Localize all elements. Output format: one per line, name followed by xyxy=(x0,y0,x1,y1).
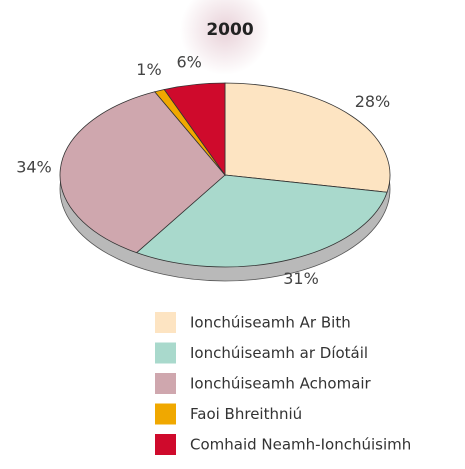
data-label: 34% xyxy=(16,157,52,176)
data-label: 1% xyxy=(136,60,161,79)
legend-swatch xyxy=(155,312,176,333)
data-label: 31% xyxy=(283,269,319,288)
data-label: 6% xyxy=(176,52,201,71)
decoration xyxy=(180,0,270,75)
legend-label: Ionchúiseamh Achomair xyxy=(190,375,372,393)
pie-slice xyxy=(163,82,226,177)
legend-label: Ionchúiseamh Ar Bith xyxy=(190,314,351,332)
pie-slice xyxy=(224,82,391,193)
legend-swatch xyxy=(155,342,176,364)
pie-slice xyxy=(59,91,226,254)
legend-label: Comhaid Neamh-Ionchúisimh xyxy=(190,436,411,454)
chart-title: 2000 xyxy=(206,20,253,40)
legend-swatch xyxy=(155,373,176,394)
legend-label: Ionchúiseamh ar Díotáil xyxy=(190,344,368,362)
legend-swatch xyxy=(155,403,176,425)
data-label: 28% xyxy=(355,92,391,111)
legend-label: Faoi Bhreithniú xyxy=(190,405,302,423)
legend-swatch xyxy=(155,434,176,455)
